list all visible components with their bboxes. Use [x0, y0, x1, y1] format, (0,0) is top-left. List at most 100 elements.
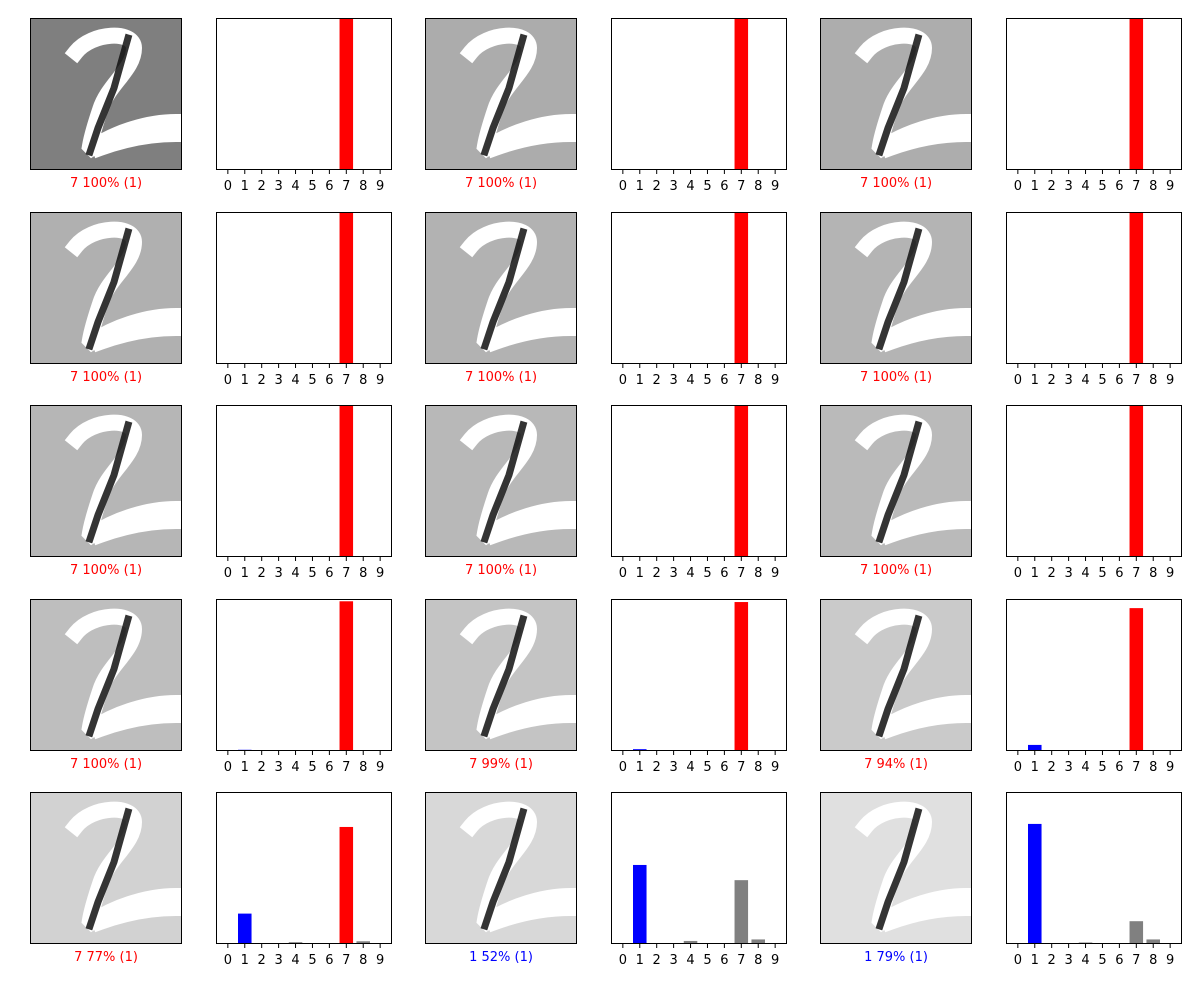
x-tick-label-1: 1	[636, 760, 644, 775]
panels: 7 100% (1) 0 1 2 3 4 5 6 7 8 9 7 100% (1) 0 1 2 3 4 5 6 7 8 9…	[30, 18, 1182, 968]
x-tick-label-1: 1	[241, 179, 249, 194]
digit-glyph	[459, 414, 579, 546]
x-tick-label-3: 3	[669, 760, 677, 775]
x-tick-label-3: 3	[1064, 566, 1072, 581]
image-frame	[425, 792, 577, 944]
digit-glyph	[64, 221, 184, 353]
digit-stroke-dark	[85, 614, 133, 738]
prediction-label: 1 52% (1)	[469, 950, 533, 965]
panel-16-image: 7 100% (1)	[820, 405, 974, 578]
x-tick-label-4: 4	[291, 953, 299, 968]
x-tick-label-6: 6	[1115, 566, 1123, 581]
x-tick-label-7: 7	[1132, 760, 1140, 775]
panel-8-image: 7 100% (1)	[425, 212, 579, 385]
prediction-label: 7 100% (1)	[465, 370, 537, 385]
x-tick-label-4: 4	[686, 953, 694, 968]
image-frame	[30, 792, 182, 944]
bar-axes-frame	[1006, 212, 1182, 364]
bar-axes-frame	[1006, 792, 1182, 944]
digit-stroke-dark	[480, 227, 528, 351]
x-tick-label-0: 0	[1014, 373, 1022, 388]
x-tick-label-6: 6	[720, 373, 728, 388]
bar-axes-background	[1006, 18, 1182, 170]
x-tick-label-9: 9	[1166, 179, 1174, 194]
x-tick-label-0: 0	[619, 953, 627, 968]
x-tick-label-9: 9	[376, 373, 384, 388]
bar-class-1	[633, 864, 647, 944]
x-tick-label-5: 5	[308, 953, 316, 968]
x-tick-label-2: 2	[653, 566, 661, 581]
panel-12-image: 7 100% (1)	[30, 405, 184, 578]
x-tick-label-5: 5	[1098, 373, 1106, 388]
x-tick-label-3: 3	[274, 953, 282, 968]
image-frame	[820, 18, 972, 170]
x-tick-label-9: 9	[771, 760, 779, 775]
x-tick-label-4: 4	[1081, 566, 1089, 581]
x-tick-label-0: 0	[1014, 179, 1022, 194]
x-tick-label-7: 7	[342, 953, 350, 968]
panel-20-image: 7 99% (1)	[425, 599, 579, 772]
panel-26-image: 1 52% (1)	[425, 792, 579, 965]
bar-axes-frame	[611, 792, 787, 944]
bar-class-7	[734, 18, 749, 171]
x-tick-label-0: 0	[619, 373, 627, 388]
digit-stroke-dark	[875, 227, 923, 351]
x-tick-label-2: 2	[258, 179, 266, 194]
digit-stroke-dark	[85, 807, 133, 931]
x-tick-label-3: 3	[669, 566, 677, 581]
x-tick-label-7: 7	[342, 179, 350, 194]
x-tick-label-2: 2	[1048, 373, 1056, 388]
bar-axes-frame	[1006, 599, 1182, 751]
x-tick-label-5: 5	[308, 760, 316, 775]
digit-glyph	[64, 414, 184, 546]
digit-stroke-dark	[85, 420, 133, 544]
x-tick-label-0: 0	[1014, 566, 1022, 581]
x-tick-label-2: 2	[653, 179, 661, 194]
x-tick-label-0: 0	[1014, 760, 1022, 775]
bar-axes-frame	[1006, 405, 1182, 557]
x-tick-label-1: 1	[1031, 566, 1039, 581]
x-tick-label-3: 3	[274, 760, 282, 775]
bar-axes-frame	[1006, 18, 1182, 170]
image-frame	[425, 405, 577, 557]
x-tick-label-3: 3	[669, 373, 677, 388]
x-tick-label-3: 3	[1064, 373, 1072, 388]
panel-14-image: 7 100% (1)	[425, 405, 579, 578]
digit-stroke-dark	[85, 33, 133, 157]
digit-glyph	[854, 27, 974, 159]
prediction-label: 7 100% (1)	[465, 176, 537, 191]
x-tick-label-1: 1	[1031, 760, 1039, 775]
digit-stroke-dark	[875, 33, 923, 157]
bar-class-8	[356, 941, 370, 944]
panel-24-image: 7 77% (1)	[30, 792, 184, 965]
bar-axes-background	[611, 212, 787, 364]
digit-glyph	[854, 801, 974, 933]
x-tick-label-5: 5	[703, 760, 711, 775]
x-tick-label-4: 4	[1081, 760, 1089, 775]
x-tick-label-5: 5	[308, 373, 316, 388]
x-tick-label-0: 0	[619, 566, 627, 581]
digit-stroke-dark	[875, 614, 923, 738]
x-tick-label-7: 7	[342, 373, 350, 388]
prediction-label: 7 94% (1)	[864, 757, 928, 772]
digit-glyph	[64, 608, 184, 740]
bar-axes-frame	[611, 405, 787, 557]
x-tick-label-0: 0	[224, 179, 232, 194]
bar-axes-background	[216, 405, 392, 557]
prediction-label: 7 100% (1)	[860, 563, 932, 578]
bar-axes-frame	[216, 599, 392, 751]
bar-class-7	[1129, 608, 1144, 751]
bar-axes-background	[1006, 599, 1182, 751]
x-tick-label-3: 3	[1064, 760, 1072, 775]
image-frame	[820, 212, 972, 364]
x-tick-label-4: 4	[291, 566, 299, 581]
x-tick-label-6: 6	[325, 179, 333, 194]
x-tick-label-8: 8	[359, 179, 367, 194]
